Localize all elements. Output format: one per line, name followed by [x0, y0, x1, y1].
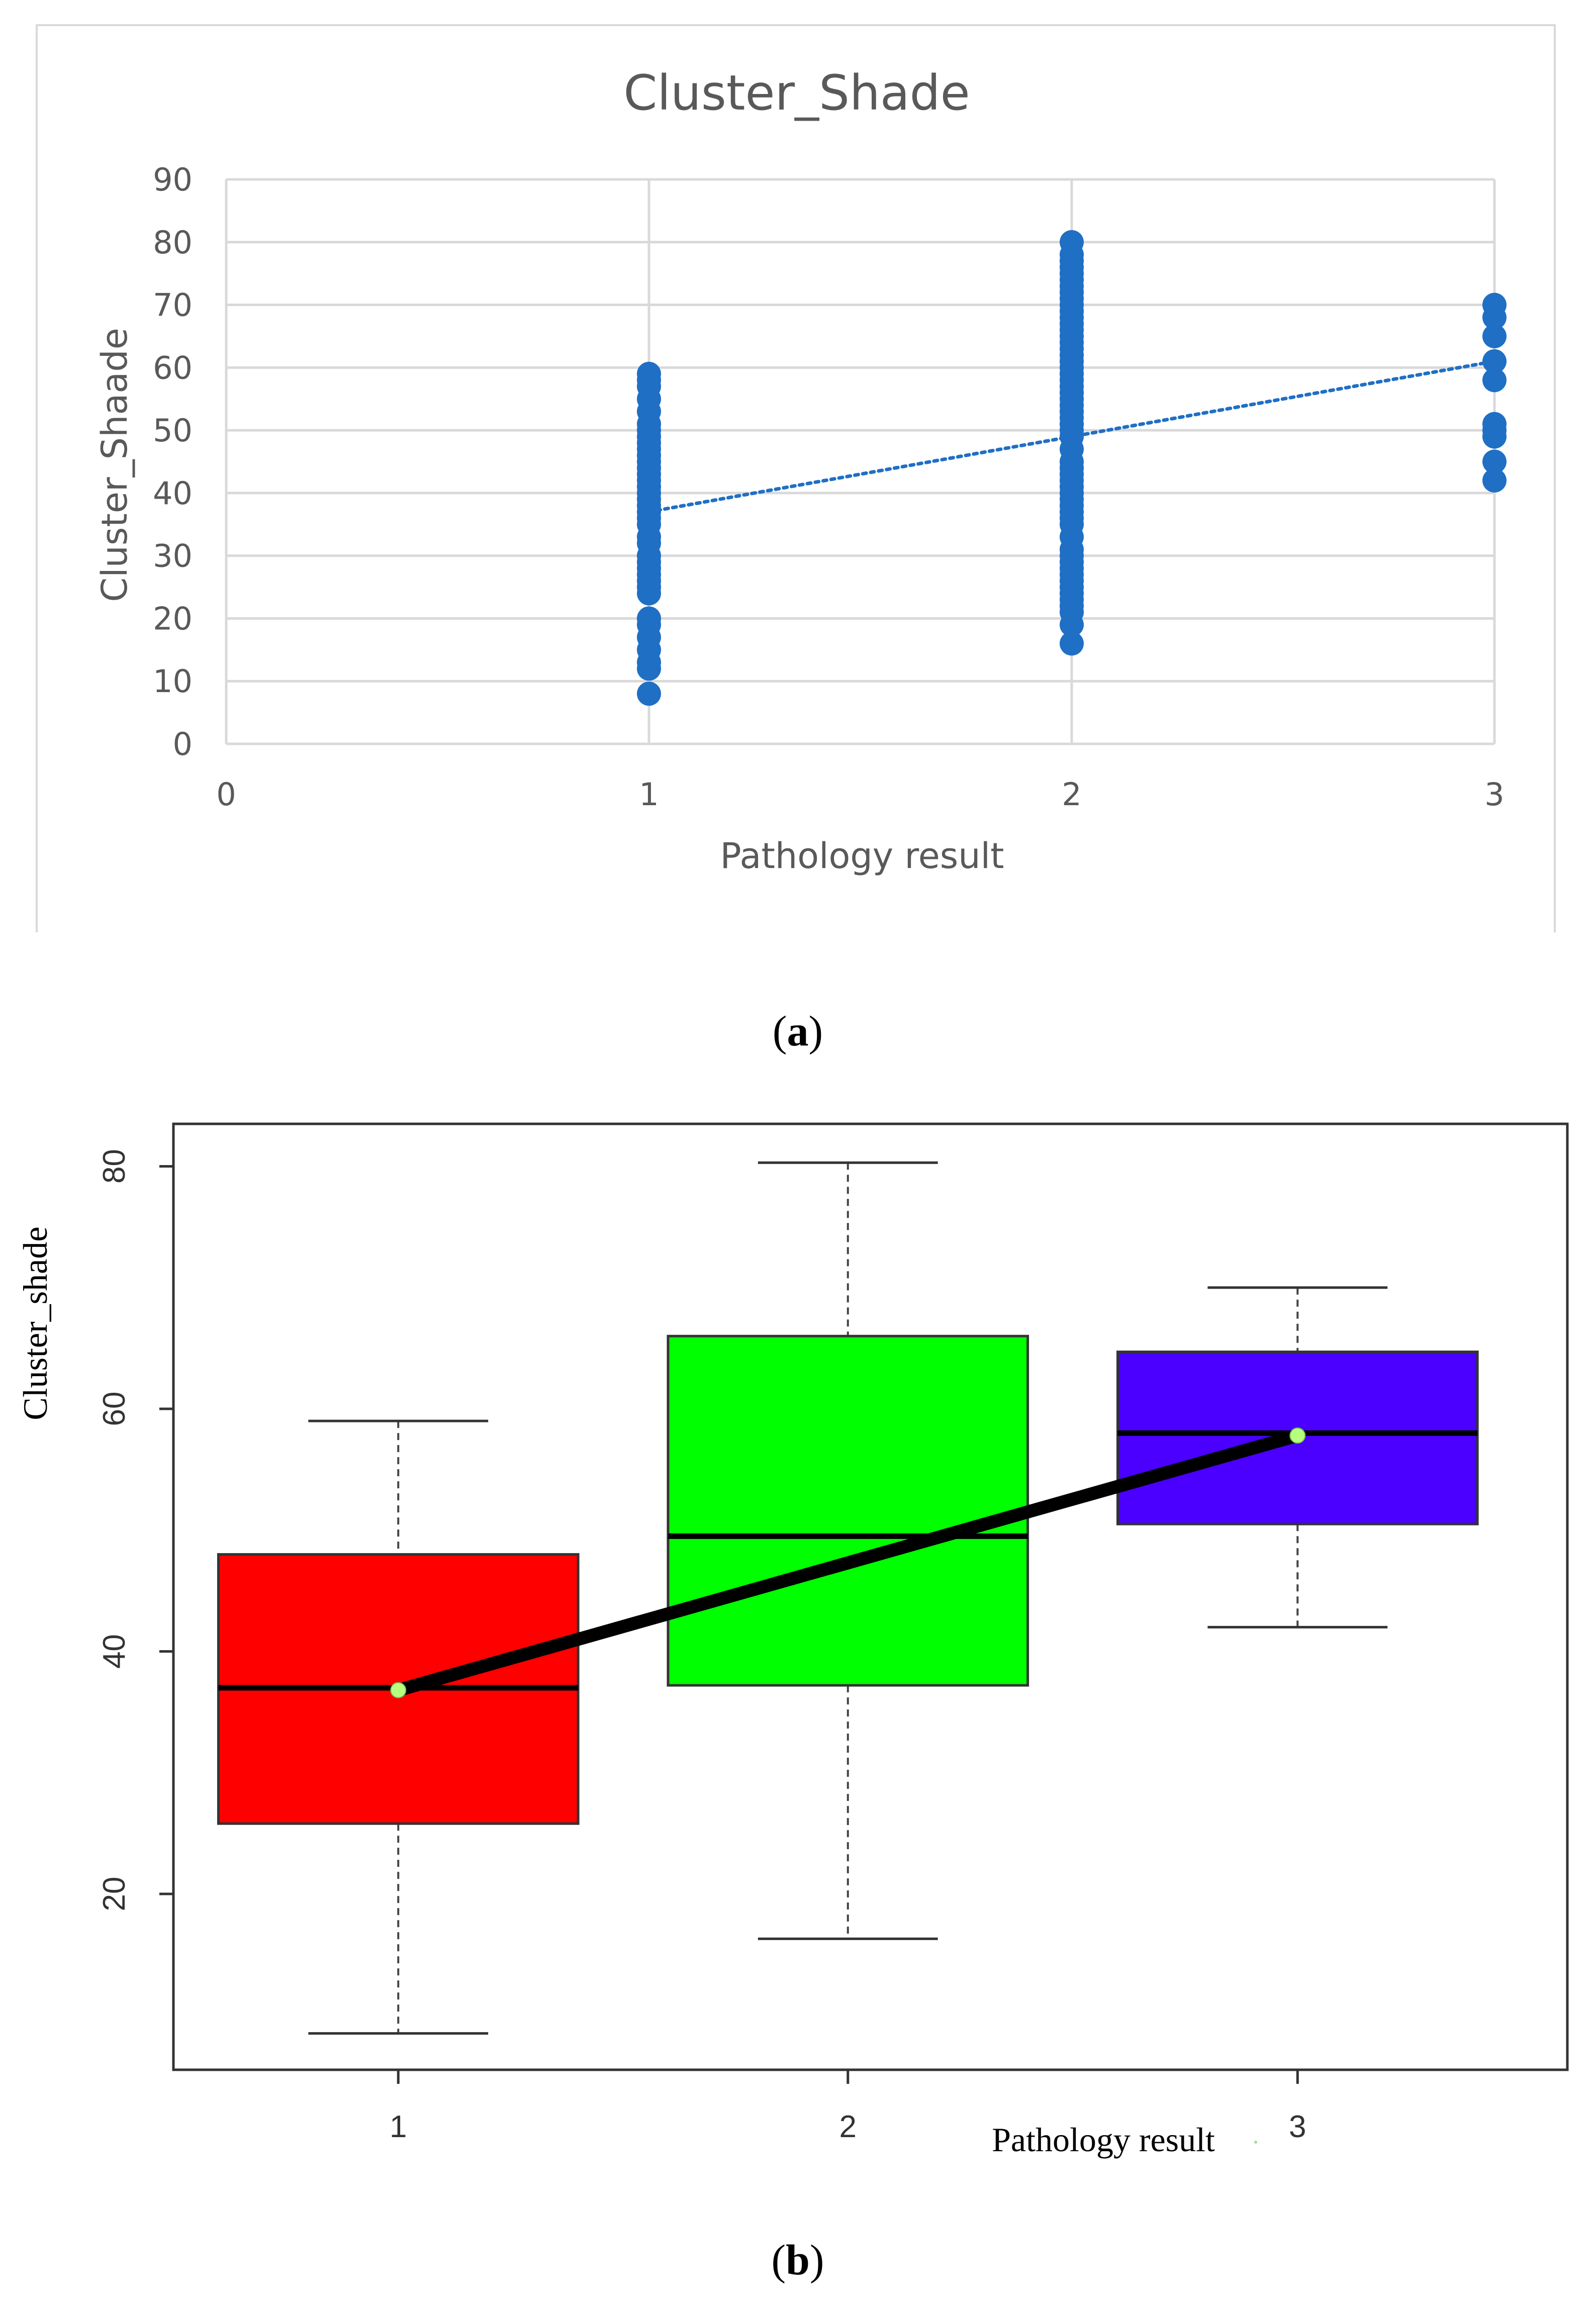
boxplot-y-axis-label: Cluster_shade [16, 1226, 54, 1420]
boxplot-y-tick-label: 60 [97, 1392, 132, 1426]
scatter-x-axis-label: Pathology result [720, 835, 1004, 877]
scatter-x-tick-label: 2 [1062, 776, 1081, 813]
median-markers [390, 1427, 1306, 1698]
panel-a-label: (a) [773, 1007, 823, 1055]
boxplot-y-axis: 20 40 60 80 [97, 1149, 173, 1911]
scatter-y-tick-label: 80 [153, 224, 193, 261]
scatter-y-tick-label: 10 [153, 663, 193, 700]
scatter-x-tick-label: 0 [216, 776, 236, 813]
scatter-point [1060, 230, 1084, 254]
scatter-point [1482, 349, 1507, 373]
boxplot-y-tick-label: 20 [97, 1877, 132, 1911]
boxplot-y-tick-label: 40 [97, 1634, 132, 1669]
scatter-point [1482, 293, 1507, 317]
scatter-y-tick-label: 50 [153, 412, 193, 449]
scatter-point [1482, 324, 1507, 348]
panel-b: 20 40 60 80 1 2 3 Cluster_shade Pathology res… [16, 1122, 1569, 2159]
scatter-point [637, 682, 661, 706]
legend-dot [1254, 2141, 1257, 2144]
scatter-x-tick-labels: 0 1 2 3 [216, 776, 1504, 813]
boxplot-x-tick-label: 2 [839, 2109, 857, 2144]
scatter-point [637, 361, 661, 386]
scatter-y-tick-label: 40 [153, 475, 193, 512]
boxplot-box-3 [1116, 1351, 1479, 1525]
scatter-chart-border [36, 24, 1556, 932]
scatter-points [637, 230, 1507, 706]
panel-b-label: (b) [771, 2236, 824, 2284]
scatter-point [1482, 368, 1507, 393]
scatter-x-tick-label: 3 [1484, 776, 1504, 813]
scatter-y-axis-label: Cluster_Shaade [94, 328, 135, 602]
boxplot-x-tick-label: 3 [1289, 2109, 1306, 2144]
scatter-chart-title: Cluster_Shade [623, 65, 970, 121]
boxplot-x-axis: 1 2 3 [390, 2070, 1306, 2144]
scatter-y-tick-label: 60 [153, 349, 193, 386]
scatter-y-tick-label: 20 [153, 600, 193, 637]
scatter-gridlines [225, 178, 1496, 745]
boxplot-x-axis-label: Pathology result [992, 2121, 1215, 2159]
boxplot-y-tick-label: 80 [97, 1149, 132, 1184]
scatter-y-tick-label: 90 [153, 161, 193, 198]
scatter-point [1060, 631, 1084, 656]
panel-a: Cluster_Shade 0 10 20 30 40 50 60 70 80 90 0 1 2 3 P… [36, 24, 1556, 932]
boxplot-frame [172, 1122, 1569, 2071]
median-marker [1289, 1427, 1306, 1444]
scatter-point [637, 606, 661, 631]
scatter-y-tick-label: 30 [153, 538, 193, 574]
scatter-y-tick-label: 70 [153, 287, 193, 324]
scatter-y-tick-label: 0 [173, 726, 193, 762]
scatter-point [1482, 468, 1507, 493]
scatter-point [1482, 412, 1507, 436]
boxplot-x-tick-label: 1 [390, 2109, 407, 2144]
median-connecting-line [392, 1429, 1304, 1697]
scatter-point [1482, 449, 1507, 474]
scatter-y-tick-labels: 0 10 20 30 40 50 60 70 80 90 [153, 161, 193, 762]
scatter-x-tick-label: 1 [639, 776, 659, 813]
boxplot-boxes [217, 1161, 1479, 2035]
boxplot-box-2 [667, 1334, 1029, 1687]
median-marker [390, 1682, 407, 1698]
